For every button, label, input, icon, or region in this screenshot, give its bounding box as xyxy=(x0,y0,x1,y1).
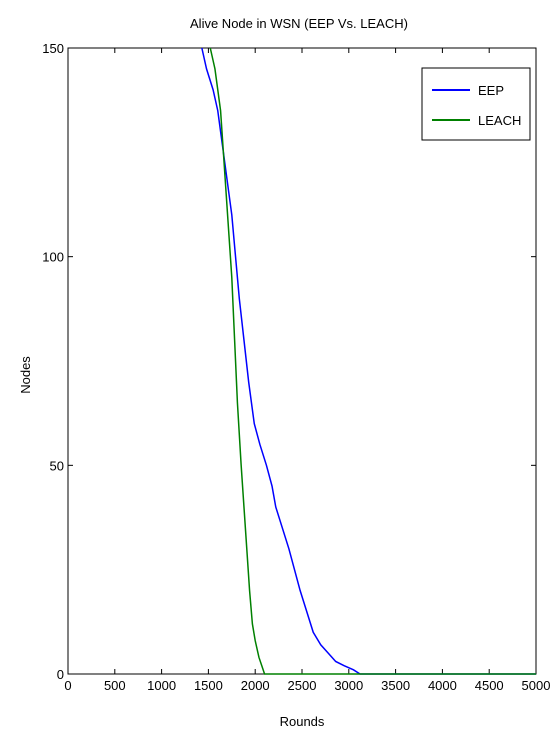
x-tick-label: 5000 xyxy=(522,678,551,693)
x-tick-label: 0 xyxy=(64,678,71,693)
legend-box xyxy=(421,67,531,141)
legend-entry-eep: EEP xyxy=(478,83,504,98)
x-tick-label: 2500 xyxy=(288,678,317,693)
x-tick-label: 3000 xyxy=(334,678,363,693)
x-tick-label: 1000 xyxy=(147,678,176,693)
x-axis: 0 500 1000 1500 2000 2500 3000 3500 4000 4500 5000 xyxy=(64,48,550,693)
x-tick-label: 3500 xyxy=(381,678,410,693)
y-tick-label: 0 xyxy=(57,667,64,682)
x-tick-label: 500 xyxy=(104,678,126,693)
legend-entry-leach: LEACH xyxy=(478,113,521,128)
y-axis-label: Nodes xyxy=(18,356,33,394)
y-tick-label: 150 xyxy=(42,41,64,56)
x-tick-label: 4500 xyxy=(475,678,504,693)
y-tick-label: 100 xyxy=(42,250,64,265)
chart-title: Alive Node in WSN (EEP Vs. LEACH) xyxy=(190,16,408,31)
x-tick-label: 4000 xyxy=(428,678,457,693)
series-layer xyxy=(201,47,536,675)
legend: EEP LEACH xyxy=(421,67,531,141)
x-tick-label: 1500 xyxy=(194,678,223,693)
y-tick-label: 50 xyxy=(50,458,64,473)
series-line-leach xyxy=(209,47,536,675)
y-axis: 0 50 100 150 xyxy=(42,41,536,682)
plot-area xyxy=(67,47,537,675)
x-tick-label: 2000 xyxy=(241,678,270,693)
x-axis-label: Rounds xyxy=(280,714,325,729)
